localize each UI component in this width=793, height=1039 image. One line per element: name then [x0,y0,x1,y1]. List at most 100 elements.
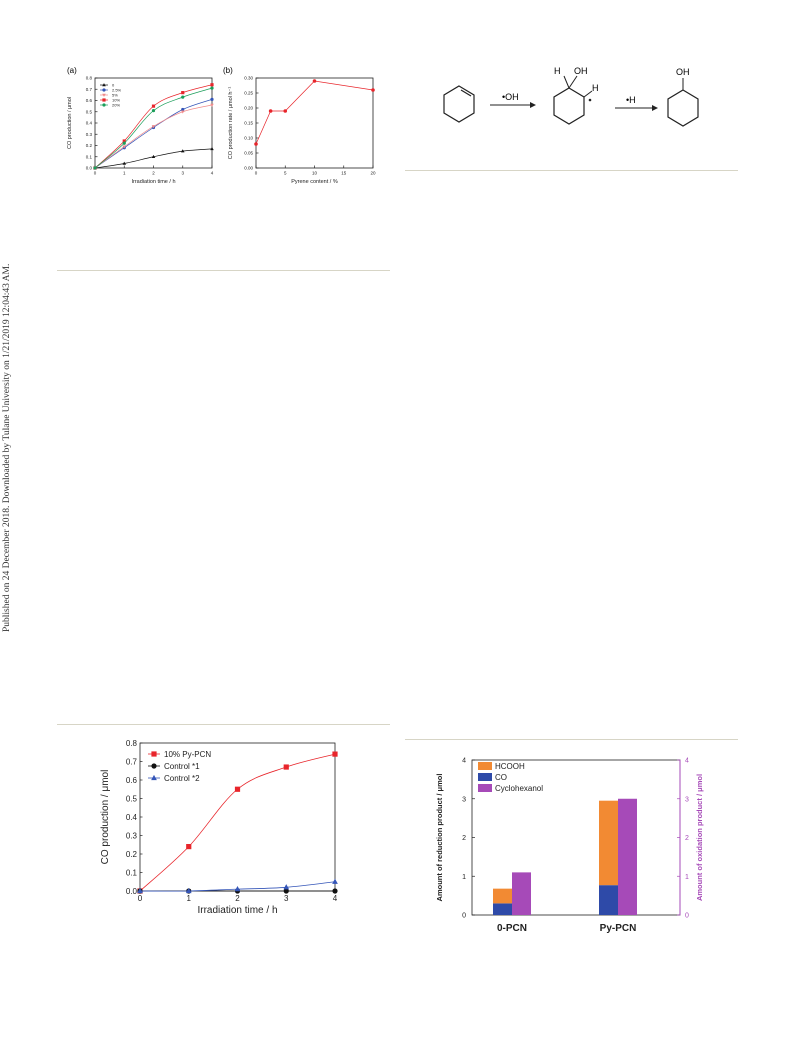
data-point [312,79,317,83]
plot-frame [255,77,374,169]
x-tick-label: 0 [94,171,97,176]
legend-marker [151,763,157,769]
x-tick-label: 4 [211,171,214,176]
y-right-tick-label: 4 [685,758,689,765]
y-right-tick-label: 1 [685,874,689,881]
data-point [151,125,156,129]
legend-marker [102,83,106,87]
rule-right-top [405,170,738,171]
bar-cyclohexanol [618,798,637,915]
x-tick-label: 1 [123,171,126,176]
y-tick-label: 0.1 [86,154,93,159]
x-tick-label: 5 [284,171,287,176]
x-tick-label: 20 [370,171,376,176]
legend-label: Cyclohexanol [495,784,543,793]
legend-marker [151,774,157,781]
legend-label: CO [495,773,507,782]
series-line [255,80,374,145]
legend-swatch [478,773,492,781]
data-point [180,110,185,114]
legend-label: HCOOH [495,762,525,771]
bar-hcooh [599,800,618,886]
data-point [122,145,127,149]
x-tick-label: 3 [181,171,184,176]
data-point [186,844,192,850]
legend-marker [102,98,106,102]
y-tick-label: 0.20 [244,106,253,111]
chart-b: (b) 0.00 0.05 0.10 0.15 0.20 0.25 0.30 0 5 10 15 20… [223,66,376,185]
y-tick-label: 0.6 [86,98,93,103]
legend-label: 20% [112,102,120,107]
x-tick-label: 10 [312,171,318,176]
data-point [151,109,156,113]
y-right-tick-label: 3 [685,796,689,803]
y-tick-label: 4 [462,758,466,765]
data-point [234,886,241,892]
radical-dot [588,98,592,102]
legend-label: 0 [112,82,115,87]
y-right-tick-label: 0 [685,913,689,920]
y-tick-label: 0.2 [126,850,138,859]
data-point [283,764,289,770]
y-tick-label: 0 [462,913,466,920]
y-tick-label: 1 [462,874,466,881]
data-point [137,887,143,894]
y-tick-label: 0.7 [86,87,93,92]
data-point [371,88,375,92]
x-axis-label: Irradiation time / h [131,179,175,185]
data-point [268,109,273,113]
y-tick-label: 0.8 [86,76,93,81]
label-oh: OH [574,66,588,76]
data-point [332,751,338,757]
bond-oh [568,75,578,89]
x-axis-label: Pyrene content / % [291,179,338,185]
legend-label: 10% [112,97,120,102]
y-tick-label: 0.8 [126,739,138,748]
y-tick-label: 0.05 [244,151,253,156]
data-point [151,104,156,108]
x-axis-label: Irradiation time / h [197,905,277,916]
y-tick-label: 0.5 [86,109,93,114]
label-oh-product: OH [676,67,690,77]
label-h2: H [592,83,599,93]
data-point [210,83,214,87]
y-tick-label: 0.00 [244,166,253,171]
data-point [181,95,185,99]
bar-hcooh [493,888,512,904]
y-axis-label: CO production / μmol [100,770,111,865]
bar-co [493,903,512,915]
y-tick-label: 0.3 [126,831,138,840]
x-tick-label: 2 [235,894,240,903]
reagent-h: •H [626,95,636,105]
label-h1: H [554,66,561,76]
rule-left-bottom [57,724,390,725]
chart-a: (a) 0.0 0.1 0.2 0.3 0.4 0.5 0.6 0.7 0.8 0 1 2 3 4 Irra… [67,66,214,185]
x-tick-label: 3 [284,894,289,903]
data-point [283,109,288,113]
data-point [122,141,126,145]
cyclohexene-double-bond [460,89,472,97]
chart-c: 0.0 0.1 0.2 0.3 0.4 0.5 0.6 0.7 0.8 0 1 2 3 4 Irradiat… [100,739,338,916]
y-right-tick-label: 2 [685,835,689,842]
chart-d: 0 0 1 1 2 2 3 3 4 4 Amount of reduction product / … [435,758,704,935]
data-point [181,107,185,112]
bar-co [599,885,618,915]
legend-marker [102,103,106,107]
legend-label: Control *2 [164,774,200,783]
data-point [181,91,185,95]
legend-label: Control *1 [164,762,200,771]
rule-left-top [57,270,390,271]
y-tick-label: 2 [462,835,466,842]
series-line [94,104,213,169]
y-axis-label: CO production rate / μmol h⁻¹ [228,87,234,160]
y-tick-label: 3 [462,796,466,803]
data-point [151,154,156,159]
data-point [332,878,338,884]
legend-marker [151,751,157,757]
legend-marker [102,88,106,92]
y-tick-label: 0.0 [86,166,93,171]
x-tick-label: 2 [152,171,155,176]
y-tick-label: 0.10 [244,136,253,141]
x-tick-label: 4 [333,894,338,903]
arrow-1-head [530,102,536,108]
